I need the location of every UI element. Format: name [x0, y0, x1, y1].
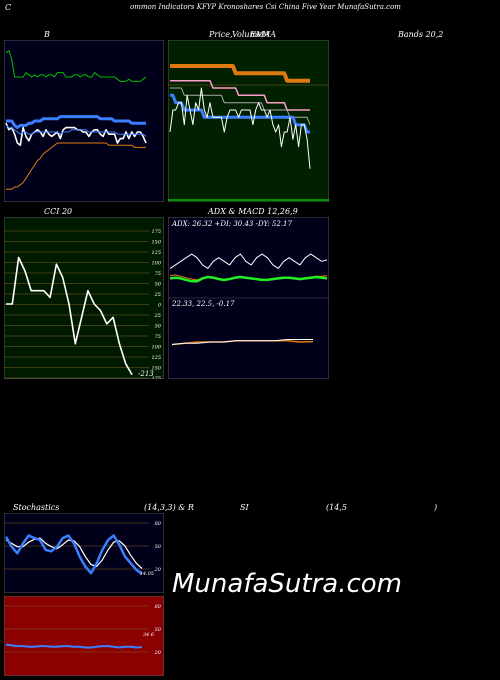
price-pink-line: [170, 79, 310, 111]
cci-tick-label: 25: [154, 292, 161, 298]
bands-label: Bands 20,2: [398, 30, 444, 39]
price-grey-line: [170, 87, 311, 125]
bollinger-upper-line: [5, 50, 147, 82]
price-panel: [168, 40, 329, 202]
stochastics-panel: 80 50 20 14.05: [4, 513, 164, 593]
stochastics-tick-label: 80: [155, 521, 162, 527]
ma-label: MA: [262, 30, 276, 39]
adx-line: [169, 275, 328, 283]
cci-tick-label: 50: [155, 282, 162, 288]
cci-tick-label: 175: [151, 376, 161, 379]
price-close-line: [169, 87, 311, 169]
ema-label: EMA: [250, 30, 270, 39]
cci-tick-label: 125: [151, 250, 161, 256]
rsi-panel: 80 50 20 34.6: [4, 596, 164, 676]
rsi-tick-label: 20: [154, 650, 162, 656]
stochastics-title: Stochastics: [13, 503, 60, 512]
rsi-title-part: SI: [240, 503, 249, 512]
stochastics-k-line: [4, 534, 143, 575]
chart-header-title: ommon Indicators KFYP Kronoshares Csi Ch…: [130, 3, 401, 11]
cci-tick-label: 150: [151, 240, 161, 246]
bollinger-close-line: [5, 122, 147, 146]
macd-readout: 22.33, 22.5, -0.17: [172, 300, 235, 308]
cci-line: [6, 256, 133, 376]
price-title: Price,: [209, 30, 233, 39]
macd-signal-line: [171, 339, 313, 345]
rsi-params-close: ): [434, 503, 438, 512]
adx-macd-title: ADX & MACD 12,26,9: [208, 207, 298, 216]
adx-panel: [168, 217, 329, 379]
stochastics-tick-label: 20: [154, 567, 162, 573]
bollinger-middle-line: [6, 115, 146, 130]
price-blue-line: [170, 93, 310, 134]
cci-tick-label: 100: [151, 345, 161, 351]
bollinger-panel: [4, 40, 164, 202]
minus-di-line: [169, 253, 328, 269]
rsi-tick-label: 50: [155, 627, 162, 633]
adx-readout: ADX: 26.32 +DI: 30.43 -DY: 52.17: [172, 220, 292, 228]
rsi-tick-label: 80: [155, 604, 162, 610]
cci-tick-label: 75: [155, 271, 161, 277]
cci-tick-label: 125: [151, 355, 161, 361]
stochastics-tick-label: 50: [155, 544, 162, 550]
cci-tick-label: 175: [151, 229, 161, 235]
bollinger-ema-line: [5, 125, 147, 137]
rsi-current-value: 34.6: [143, 632, 155, 638]
bollinger-lower-line: [6, 142, 146, 190]
bollinger-title: B: [44, 30, 50, 39]
cci-tick-label: 0: [158, 303, 162, 309]
cci-title: CCI 20: [44, 207, 73, 216]
volume-label: Volume: [232, 30, 262, 39]
cci-tick-label: 75: [155, 334, 161, 340]
stochastics-params: (14,3,3) & R: [144, 503, 194, 512]
cci-tick-label: 25: [154, 313, 161, 319]
brand-watermark: MunafaSutra.com: [172, 569, 403, 599]
stochastics-current-value: 14.05: [140, 571, 154, 577]
rsi-params: (14,5: [326, 503, 347, 512]
cci-tick-label: 100: [151, 261, 161, 267]
cci-current-value: -213: [138, 370, 154, 378]
cci-tick-label: 150: [151, 366, 161, 372]
cci-panel: 175 150 125 100 75 50 25 0 25 50 75 100 125 150 175: [4, 217, 164, 379]
price-orange-line: [170, 64, 310, 83]
rsi-line: [5, 643, 143, 649]
cci-tick-label: 50: [155, 324, 162, 330]
stochastics-d-line: [5, 537, 143, 569]
header-initial: C: [5, 3, 12, 12]
